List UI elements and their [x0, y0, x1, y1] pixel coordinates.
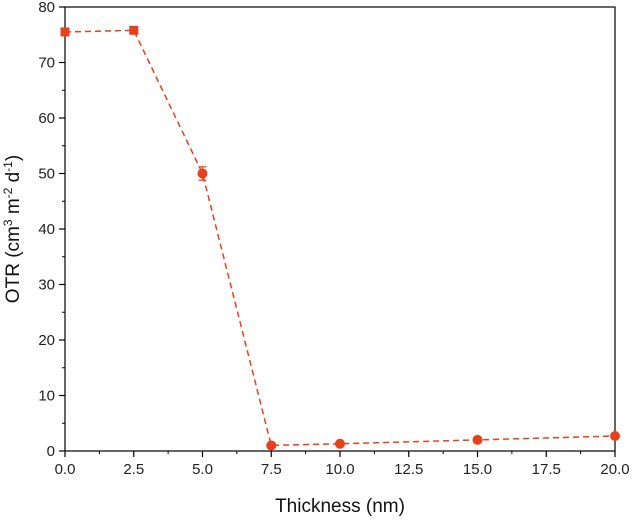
- data-point: [197, 168, 208, 179]
- y-axis-title: OTR (cm3 m-2 d-1): [1, 155, 24, 303]
- x-tick-label: 0.0: [55, 461, 76, 478]
- x-tick-label: 17.5: [532, 461, 561, 478]
- y-tick-label: 10: [38, 388, 55, 405]
- x-tick-label: 12.5: [394, 461, 423, 478]
- data-point: [335, 438, 345, 449]
- y-tick-label: 70: [38, 55, 55, 72]
- y-axis: 0 10 20 30 40 50 60 70 80: [38, 0, 65, 460]
- y-tick-label: 50: [38, 166, 55, 183]
- x-tick-label: 15.0: [463, 461, 492, 478]
- data-point: [610, 431, 620, 442]
- y-tick-label: 40: [38, 221, 55, 238]
- x-tick-label: 2.5: [123, 461, 144, 478]
- x-tick-label: 5.0: [192, 461, 213, 478]
- data-point: [129, 25, 139, 35]
- y-tick-label: 60: [38, 110, 55, 127]
- x-tick-label: 7.5: [261, 461, 282, 478]
- data-point: [472, 434, 483, 445]
- y-axis-title-sup1: 3: [1, 219, 15, 226]
- data-point: [60, 27, 70, 37]
- plot-frame: [64, 6, 616, 452]
- y-axis-title-suffix: ): [3, 155, 24, 161]
- y-axis-title-prefix: OTR (cm: [3, 226, 24, 303]
- y-tick-label: 30: [38, 277, 55, 294]
- series-layer: [60, 25, 620, 451]
- x-tick-label: 10.0: [325, 461, 354, 478]
- data-point: [266, 440, 277, 451]
- y-axis-title-sup2: -2: [1, 187, 15, 198]
- x-tick-label: 20.0: [600, 461, 629, 478]
- y-axis-title-mid2: d: [3, 172, 24, 188]
- y-axis-title-mid1: m: [3, 198, 24, 219]
- y-axis-title-sup3: -1: [1, 161, 15, 172]
- series-line: [64, 29, 616, 447]
- x-axis: 0.0 2.5 5.0 7.5 10.0 12.5 15.0 17.5 20.0: [55, 451, 630, 478]
- plot-border: [64, 6, 616, 452]
- y-tick-label: 0: [47, 443, 55, 460]
- y-tick-label: 20: [38, 332, 55, 349]
- y-tick-label: 80: [38, 0, 55, 16]
- x-axis-title: Thickness (nm): [275, 496, 405, 517]
